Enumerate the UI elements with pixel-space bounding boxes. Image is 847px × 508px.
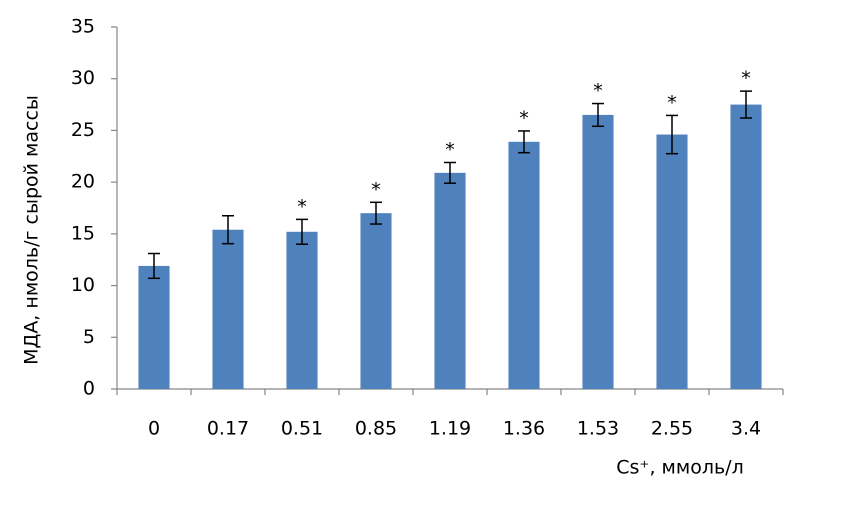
x-tick-label: 0.17 <box>207 418 249 440</box>
bar <box>212 229 244 389</box>
y-tick-label: 0 <box>83 378 95 400</box>
error-bar <box>740 90 752 119</box>
bar <box>730 104 762 390</box>
error-bar <box>518 130 530 154</box>
y-tick-label: 5 <box>83 326 95 348</box>
bar <box>434 172 466 389</box>
x-tick-label: 0.51 <box>281 418 323 440</box>
y-tick-label: 10 <box>71 274 95 296</box>
bar <box>360 213 392 389</box>
significance-mark: * <box>519 107 529 129</box>
y-tick-label: 15 <box>71 222 95 244</box>
x-tick-label: 2.55 <box>651 418 693 440</box>
x-tick-label: 3.4 <box>731 418 761 440</box>
error-bar <box>370 201 382 225</box>
y-tick-label: 35 <box>71 16 95 38</box>
x-tick-label: 1.53 <box>577 418 619 440</box>
significance-mark: * <box>593 80 603 102</box>
error-bar <box>592 102 604 128</box>
y-tick-label: 25 <box>71 119 95 141</box>
error-bar <box>444 161 456 184</box>
error-bar <box>222 215 234 245</box>
error-bar <box>148 252 160 280</box>
error-bar <box>296 218 308 245</box>
y-tick-label: 20 <box>71 171 95 193</box>
bar <box>582 114 614 390</box>
x-tick-label: 1.19 <box>429 418 471 440</box>
y-tick-label: 30 <box>71 67 95 89</box>
y-axis-label: МДА, нмоль/г сырой массы <box>21 95 43 365</box>
bar <box>286 231 318 389</box>
significance-mark: * <box>445 139 455 161</box>
x-tick-label: 0.85 <box>355 418 397 440</box>
x-tick-label: 1.36 <box>503 418 545 440</box>
bar <box>138 265 170 389</box>
bar <box>508 141 540 389</box>
significance-mark: * <box>667 92 677 114</box>
bar <box>656 134 688 389</box>
significance-mark: * <box>741 68 751 90</box>
x-axis-label: Cs⁺, ммоль/л <box>616 457 743 479</box>
significance-mark: * <box>371 179 381 201</box>
error-bar <box>666 114 678 155</box>
x-tick-label: 0 <box>148 418 160 440</box>
significance-mark: * <box>297 196 307 218</box>
